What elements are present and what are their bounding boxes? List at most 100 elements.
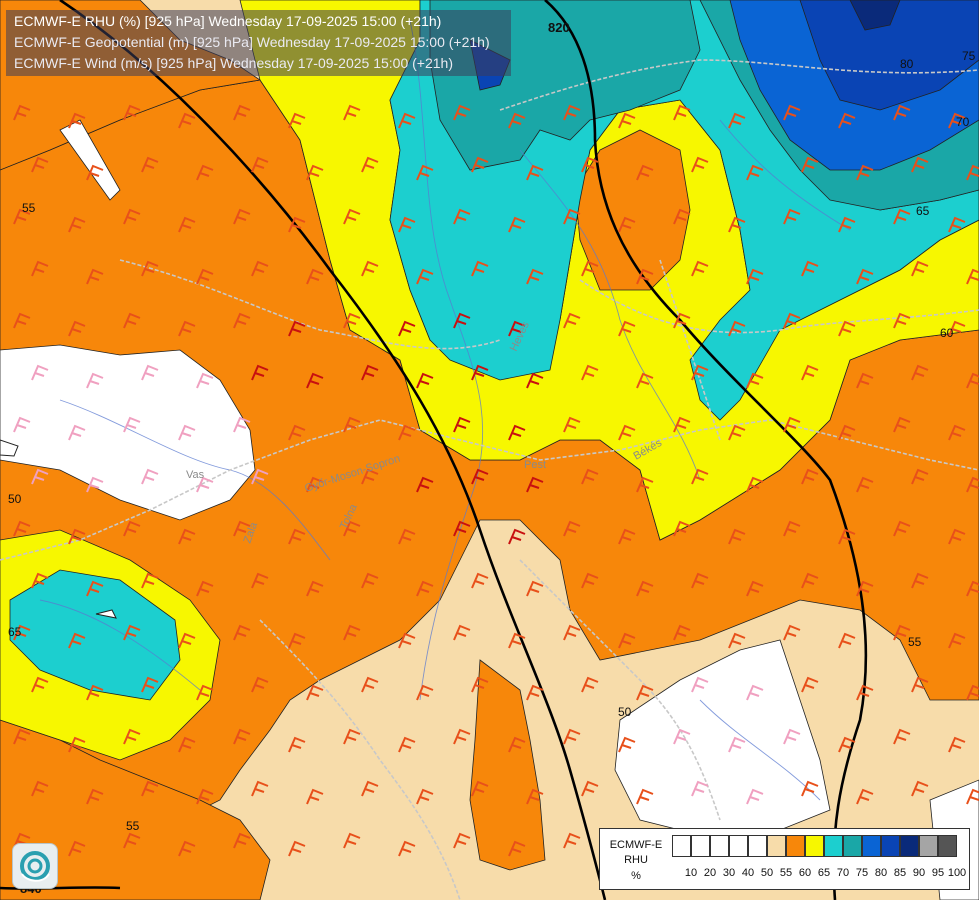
wind-barb — [86, 580, 104, 597]
legend-swatch — [900, 835, 919, 857]
legend-ticks: 10 20 30 40 50 55 60 65 70 75 80 85 90 95 100 — [672, 867, 972, 881]
legend-tick-label: 65 — [817, 867, 831, 879]
wind-barb — [306, 788, 324, 805]
rhu-contour-label-75-east: 75 — [962, 49, 976, 63]
city-marker — [95, 609, 117, 619]
wind-barb — [68, 840, 86, 857]
wind-barb — [618, 216, 636, 233]
wind-barb — [416, 580, 434, 597]
wind-barb — [691, 468, 709, 485]
wind-barb — [31, 156, 49, 173]
wind-barb — [618, 528, 636, 545]
wind-barb — [966, 580, 979, 597]
wind-barb — [196, 684, 214, 701]
wind-barb — [911, 676, 929, 693]
rhu-contour-label-65-west: 65 — [8, 625, 22, 639]
wind-barb — [526, 164, 544, 181]
wind-barb — [783, 208, 801, 225]
wind-barb — [141, 780, 159, 797]
wind-barb — [636, 684, 654, 701]
wind-barb — [288, 216, 306, 233]
wind-barb — [966, 476, 979, 493]
legend-tick-label: 90 — [912, 867, 926, 879]
wind-barb — [948, 320, 966, 337]
wind-barb — [416, 684, 434, 701]
wind-barb — [673, 416, 691, 433]
wind-barb — [416, 476, 434, 493]
wind-barb — [288, 424, 306, 441]
legend-swatch — [862, 835, 881, 857]
legend-tick-label: 20 — [703, 867, 717, 879]
wind-barb — [728, 216, 746, 233]
wind-barb — [306, 684, 324, 701]
legend-tick-label: 60 — [798, 867, 812, 879]
wind-barb — [251, 364, 269, 381]
wind-barb — [838, 424, 856, 441]
wind-barb — [251, 260, 269, 277]
legend-tick-label: 95 — [931, 867, 945, 879]
legend-swatches — [672, 835, 957, 859]
legend-swatch — [919, 835, 938, 857]
legend-tick-label: 80 — [874, 867, 888, 879]
geopotential-840-line — [0, 886, 121, 890]
wind-barb — [233, 624, 251, 641]
wind-barb — [68, 320, 86, 337]
wind-barb — [856, 268, 874, 285]
wind-barb — [691, 156, 709, 173]
wind-barb — [636, 372, 654, 389]
wind-barb — [893, 312, 911, 329]
wind-barb — [728, 320, 746, 337]
wind-barb — [123, 728, 141, 745]
geo-contour-label-820: 820 — [548, 20, 570, 35]
wind-barb — [471, 156, 489, 173]
wind-barb — [86, 788, 104, 805]
rhu-contour-label-50-west: 50 — [8, 492, 22, 506]
wind-barb — [563, 416, 581, 433]
wind-barb — [123, 416, 141, 433]
wind-barb — [563, 312, 581, 329]
wind-barb — [893, 104, 911, 121]
wind-barb — [581, 364, 599, 381]
wind-barb — [508, 216, 526, 233]
wind-barb — [86, 372, 104, 389]
wind-barb — [966, 268, 979, 285]
legend-tick-label: 50 — [760, 867, 774, 879]
wind-barb — [31, 572, 49, 589]
wind-barb — [526, 476, 544, 493]
wind-barb — [306, 476, 324, 493]
wind-barb — [361, 364, 379, 381]
legend-swatch — [805, 835, 824, 857]
wind-barb — [471, 572, 489, 589]
rhu-contour-label-60-east: 60 — [940, 326, 954, 340]
wind-barb — [948, 528, 966, 545]
geopotential-820-line-2 — [544, 0, 868, 900]
wind-barb — [86, 476, 104, 493]
title-wind: ECMWF-E Wind (m/s) [925 hPa] Wednesday 1… — [14, 55, 453, 71]
wind-barb — [783, 312, 801, 329]
wind-barb — [68, 632, 86, 649]
wind-barb — [728, 528, 746, 545]
wind-barb — [508, 632, 526, 649]
wind-barb — [416, 372, 434, 389]
wind-barb — [398, 216, 416, 233]
wind-barb — [746, 268, 764, 285]
wind-barb — [416, 268, 434, 285]
rhu-contour-label-80-east: 80 — [900, 57, 914, 71]
small-white-patch — [0, 439, 19, 457]
wind-barb — [361, 780, 379, 797]
wind-barb — [416, 164, 434, 181]
legend-tick-label: 55 — [779, 867, 793, 879]
legend-tick-label: 30 — [722, 867, 736, 879]
wind-barb — [31, 676, 49, 693]
wind-barb — [911, 468, 929, 485]
wind-barb — [471, 780, 489, 797]
wind-barb — [141, 364, 159, 381]
rhu-60-region-sw — [0, 719, 271, 900]
legend-swatch — [881, 835, 900, 857]
wind-barb — [746, 788, 764, 805]
wind-barb — [141, 572, 159, 589]
wind-barb — [618, 736, 636, 753]
wind-barb — [288, 840, 306, 857]
wind-barb — [251, 156, 269, 173]
wind-barb — [68, 424, 86, 441]
